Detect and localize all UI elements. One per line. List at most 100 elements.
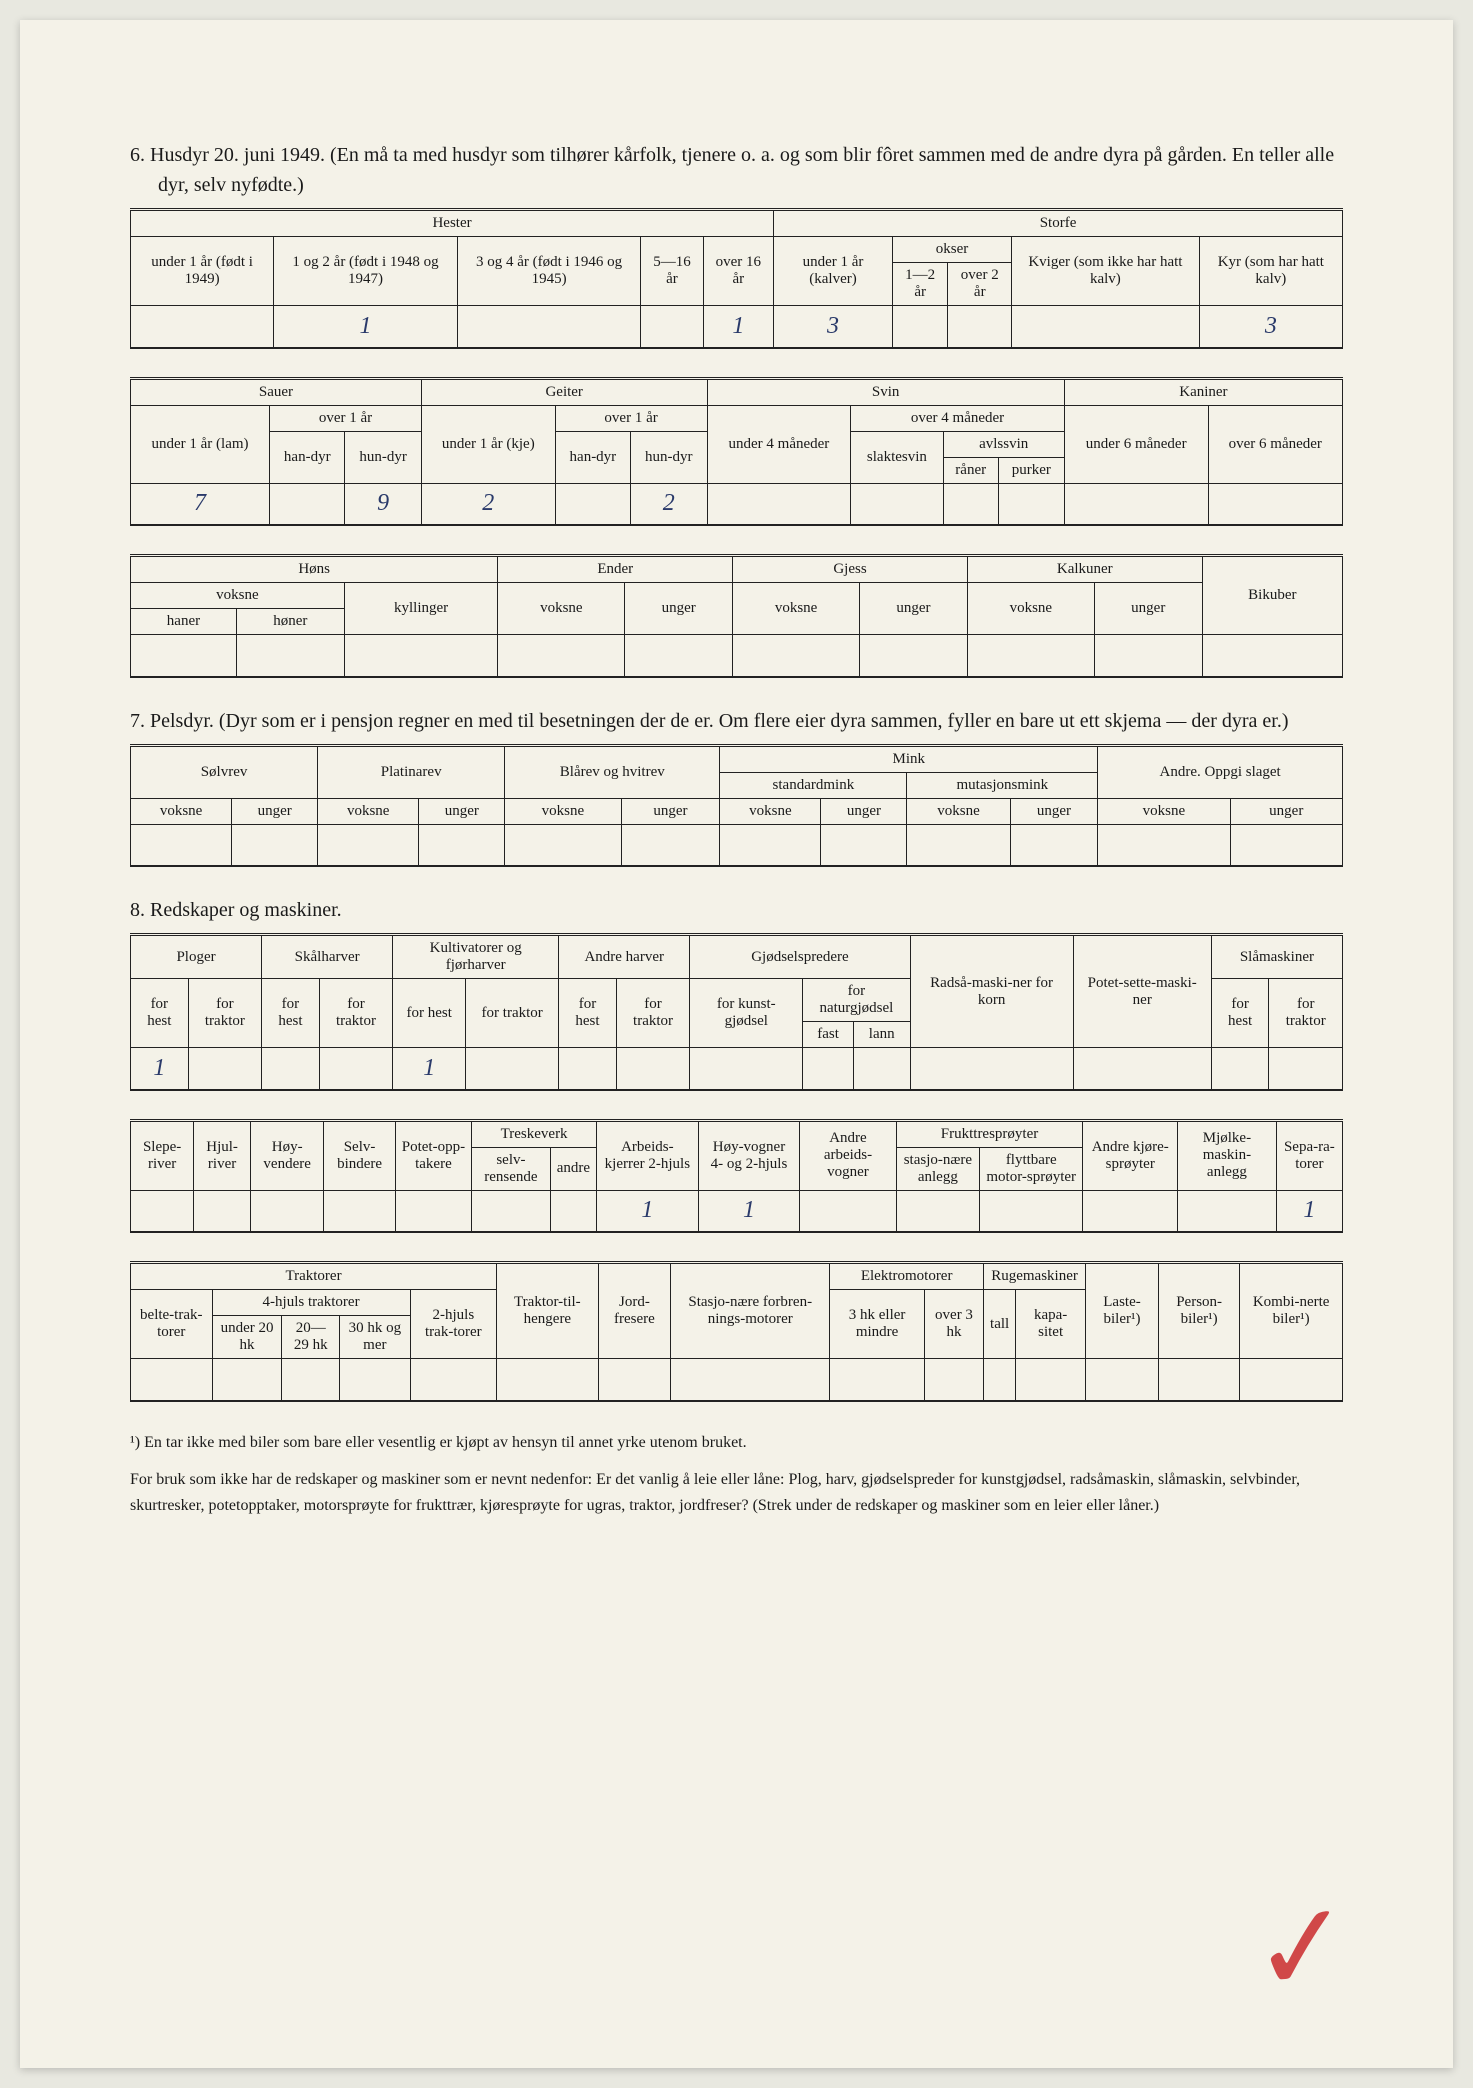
cell bbox=[236, 635, 344, 677]
hdr: Frukttresprøyter bbox=[896, 1120, 1083, 1147]
cell bbox=[232, 824, 318, 866]
cell: 1 bbox=[698, 1190, 800, 1232]
col: voksne bbox=[1098, 798, 1230, 824]
col: over 3 hk bbox=[924, 1290, 983, 1359]
col: for hest bbox=[393, 979, 466, 1048]
col: under 20 hk bbox=[212, 1316, 282, 1359]
cell bbox=[998, 483, 1064, 525]
cell bbox=[720, 824, 821, 866]
cell bbox=[498, 635, 625, 677]
cell bbox=[860, 635, 968, 677]
table-redskaper2: Slepe-river Hjul-river Høy-vendere Selv-… bbox=[130, 1119, 1343, 1234]
cell: 1 bbox=[703, 306, 774, 348]
hdr: Hjul-river bbox=[194, 1120, 251, 1190]
cell bbox=[550, 1190, 596, 1232]
cell bbox=[984, 1359, 1016, 1401]
cell bbox=[1083, 1190, 1178, 1232]
cell bbox=[830, 1359, 925, 1401]
section8-heading: 8. Redskaper og maskiner. bbox=[130, 895, 1343, 925]
cell bbox=[1073, 1048, 1211, 1090]
hdr: Skålharver bbox=[262, 935, 393, 979]
cell bbox=[671, 1359, 830, 1401]
col: for hest bbox=[262, 979, 320, 1048]
col: under 1 år (lam) bbox=[131, 405, 270, 483]
col: flyttbare motor-sprøyter bbox=[980, 1147, 1083, 1190]
col: fast bbox=[803, 1022, 854, 1048]
cell: 7 bbox=[131, 483, 270, 525]
cell bbox=[1012, 306, 1200, 348]
cell bbox=[943, 483, 998, 525]
cell bbox=[1230, 824, 1343, 866]
col: voksne bbox=[720, 798, 821, 824]
cell bbox=[505, 824, 621, 866]
hdr: Sauer bbox=[131, 378, 422, 405]
col: voksne bbox=[131, 583, 345, 609]
cell bbox=[621, 824, 720, 866]
table-redskaper1: Ploger Skålharver Kultivatorer og fjørha… bbox=[130, 933, 1343, 1091]
cell bbox=[131, 1359, 213, 1401]
col: for hest bbox=[1211, 979, 1269, 1048]
hdr: Andre harver bbox=[559, 935, 690, 979]
hdr: Andre kjøre-sprøyter bbox=[1083, 1120, 1178, 1190]
cell bbox=[1064, 483, 1208, 525]
col: 1 og 2 år (født i 1948 og 1947) bbox=[274, 237, 458, 306]
hdr: Laste-biler¹) bbox=[1086, 1263, 1159, 1359]
hdr: Kultivatorer og fjørharver bbox=[393, 935, 559, 979]
col: unger bbox=[621, 798, 720, 824]
cell bbox=[270, 483, 345, 525]
col: 20—29 hk bbox=[282, 1316, 340, 1359]
hdr: Traktorer bbox=[131, 1263, 497, 1290]
storfe-header: Storfe bbox=[774, 210, 1343, 237]
cell bbox=[559, 1048, 617, 1090]
hdr: Sølvrev bbox=[131, 745, 318, 798]
cell: 3 bbox=[774, 306, 893, 348]
cell bbox=[1010, 824, 1098, 866]
col: slaktesvin bbox=[851, 431, 943, 483]
col: kyllinger bbox=[344, 583, 498, 635]
hdr: Arbeids-kjerrer 2-hjuls bbox=[597, 1120, 699, 1190]
col: for traktor bbox=[1269, 979, 1343, 1048]
cell bbox=[188, 1048, 261, 1090]
cell bbox=[131, 824, 232, 866]
cell: 2 bbox=[421, 483, 555, 525]
hdr: Stasjo-nære forbren-nings-motorer bbox=[671, 1263, 830, 1359]
cell bbox=[1094, 635, 1202, 677]
table-sauer-geiter-svin-kaniner: Sauer Geiter Svin Kaniner under 1 år (la… bbox=[130, 377, 1343, 527]
col: voksne bbox=[907, 798, 1010, 824]
section7-heading: 7. Pelsdyr. (Dyr som er i pensjon regner… bbox=[130, 706, 1343, 736]
col: under 1 år (født i 1949) bbox=[131, 237, 274, 306]
hdr: Jord-fresere bbox=[598, 1263, 671, 1359]
col: voksne bbox=[131, 798, 232, 824]
hdr: Mjølke-maskin-anlegg bbox=[1178, 1120, 1277, 1190]
cell bbox=[131, 635, 237, 677]
col: unger bbox=[232, 798, 318, 824]
col: for naturgjødsel bbox=[803, 979, 910, 1022]
footnote1: ¹) En tar ikke med biler som bare eller … bbox=[130, 1430, 1343, 1456]
col: unger bbox=[1010, 798, 1098, 824]
hdr: Elektromotorer bbox=[830, 1263, 984, 1290]
col: unger bbox=[1094, 583, 1202, 635]
cell bbox=[212, 1359, 282, 1401]
hdr: Traktor-til-hengere bbox=[497, 1263, 599, 1359]
col: belte-trak-torer bbox=[131, 1290, 213, 1359]
col: for traktor bbox=[188, 979, 261, 1048]
col: råner bbox=[943, 457, 998, 483]
hdr: Person-biler¹) bbox=[1158, 1263, 1239, 1359]
col: for kunst-gjødsel bbox=[690, 979, 803, 1048]
table-pelsdyr: Sølvrev Platinarev Blårev og hvitrev Min… bbox=[130, 744, 1343, 868]
col: 5—16 år bbox=[641, 237, 703, 306]
col: over 1 år bbox=[270, 405, 422, 431]
hdr: Andre. Oppgi slaget bbox=[1098, 745, 1343, 798]
col: Kyr (som har hatt kalv) bbox=[1199, 237, 1342, 306]
cell: 2 bbox=[631, 483, 707, 525]
cell bbox=[472, 1190, 551, 1232]
col: standardmink bbox=[720, 772, 907, 798]
col: 3 og 4 år (født i 1946 og 1945) bbox=[457, 237, 641, 306]
col: unger bbox=[821, 798, 907, 824]
cell bbox=[131, 306, 274, 348]
col: høner bbox=[236, 609, 344, 635]
col: kapa-sitet bbox=[1016, 1290, 1086, 1359]
cell bbox=[1016, 1359, 1086, 1401]
cell bbox=[821, 824, 907, 866]
hdr: Ploger bbox=[131, 935, 262, 979]
